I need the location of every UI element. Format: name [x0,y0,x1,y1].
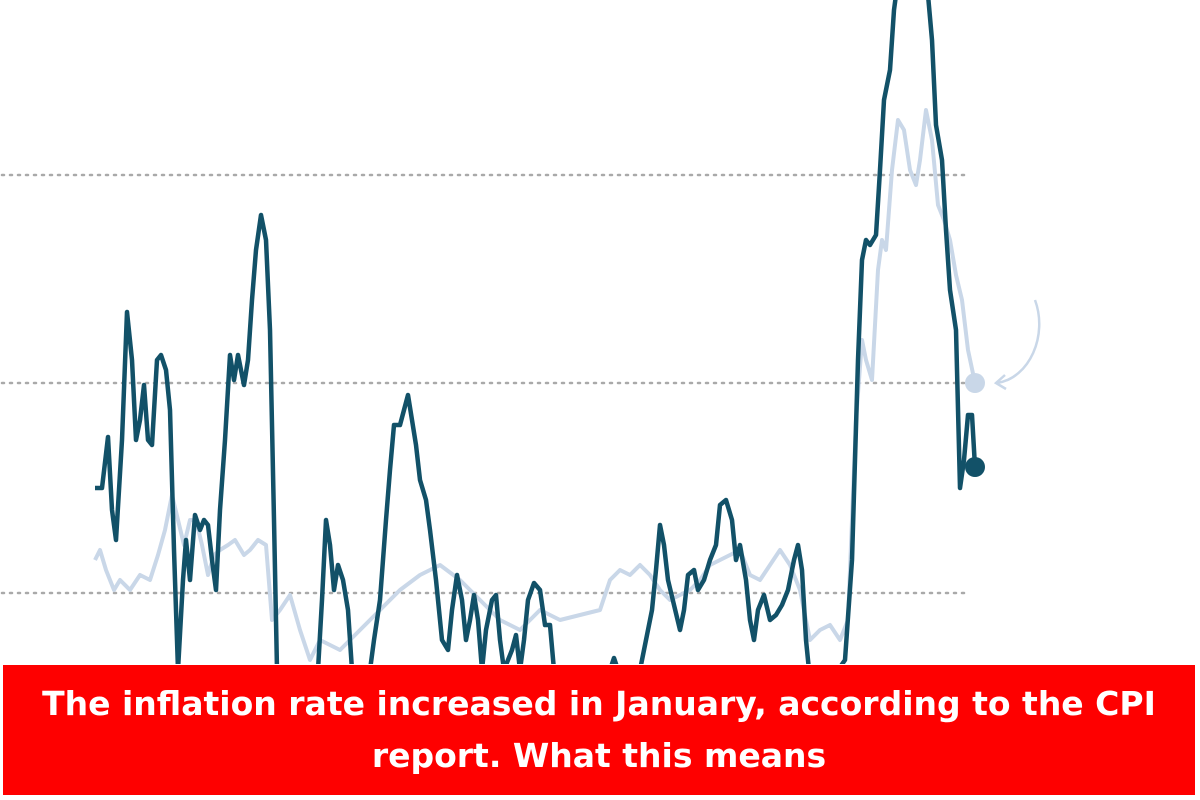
annotation-arrow [996,299,1041,385]
caption-line: The inflation rate increased in January,… [42,684,1156,723]
dark-end-dot [965,457,985,477]
dark-line [95,0,978,673]
caption-line: report. What this means [371,736,827,775]
light-end-dot [965,373,985,393]
caption-banner: The inflation rate increased in January,… [2,664,1196,796]
light-line [93,108,977,662]
arrow-head [993,374,1007,391]
grid-lines [0,173,972,595]
